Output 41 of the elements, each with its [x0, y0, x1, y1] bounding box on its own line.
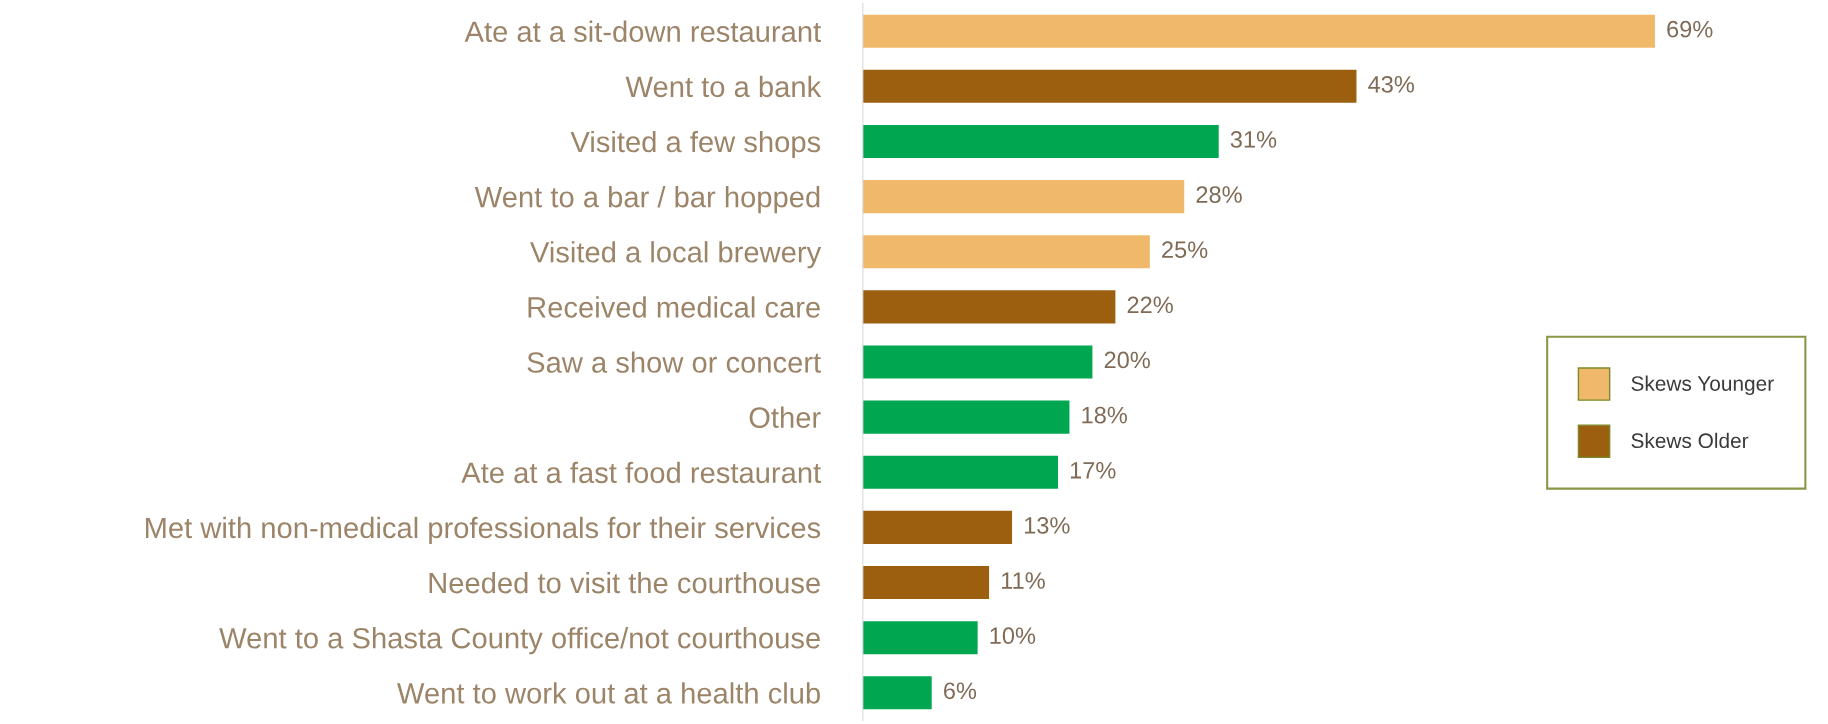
data-label: 18%	[1082, 406, 1127, 424]
data-label: 31%	[1230, 131, 1277, 148]
y-tick-label: Visited a local brewery	[530, 241, 822, 269]
y-tick-label: Received medical care	[528, 296, 820, 318]
data-label: 25%	[1162, 241, 1208, 259]
y-tick-label: Went to work out at a health club	[397, 682, 820, 704]
bar	[862, 621, 978, 655]
data-label: 43%	[1368, 75, 1414, 93]
y-tick-label: Ate at a fast food restaurant	[461, 461, 821, 484]
data-label: 20%	[1104, 351, 1150, 369]
data-label: 28%	[1196, 186, 1242, 203]
data-label: 10%	[990, 627, 1036, 645]
y-tick-label: Met with non-medical professionals for their services	[146, 516, 821, 545]
bar	[862, 180, 1185, 214]
bar	[862, 290, 1116, 324]
data-label: 13%	[1024, 517, 1070, 534]
bar	[862, 124, 1219, 158]
data-label: 17%	[1070, 461, 1116, 479]
y-tick-label: Needed to visit the courthouse	[429, 571, 820, 594]
legend-label: Skews Older	[1631, 432, 1749, 449]
bar	[862, 566, 990, 600]
legend-label: Skews Younger	[1631, 375, 1774, 396]
y-tick-label: Went to a Shasta County office/not courthouse	[219, 627, 820, 655]
y-tick-label: Other	[749, 406, 821, 428]
y-tick-label: Went to a bank	[625, 75, 822, 98]
y-tick-label: Saw a show or concert	[527, 351, 821, 373]
bar	[862, 235, 1150, 269]
data-label: 6%	[944, 682, 977, 700]
bar	[862, 676, 932, 710]
bar	[862, 510, 1013, 544]
bar	[862, 400, 1070, 434]
data-label: 22%	[1127, 296, 1173, 314]
bar	[862, 455, 1058, 489]
bar	[862, 345, 1093, 379]
data-label: 69%	[1667, 20, 1713, 38]
bar	[862, 69, 1357, 103]
y-tick-label: Went to a bar / bar hopped	[474, 186, 820, 214]
data-label: 11%	[1002, 572, 1045, 589]
bar	[862, 14, 1655, 48]
y-tick-label: Ate at a sit-down restaurant	[464, 20, 821, 43]
y-tick-label: Visited a few shops	[570, 130, 821, 159]
